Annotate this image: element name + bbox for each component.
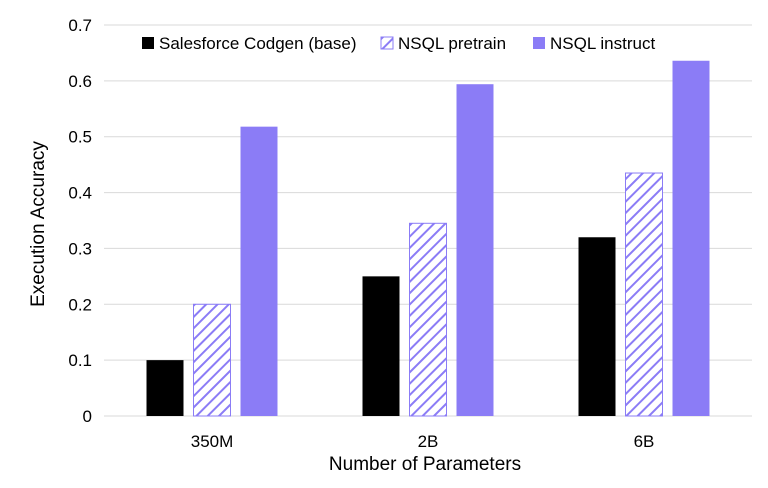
y-tick-label: 0.5 bbox=[68, 128, 92, 147]
y-tick-label: 0.1 bbox=[68, 351, 92, 370]
bar-nsql-pretrain-6b bbox=[625, 172, 663, 417]
y-tick-label: 0.4 bbox=[68, 184, 92, 203]
legend-swatch bbox=[380, 36, 394, 50]
bar-nsql-pretrain-350m bbox=[193, 303, 231, 417]
y-tick-label: 0.3 bbox=[68, 239, 92, 258]
legend-swatch bbox=[533, 37, 545, 49]
bar-nsql-instruct-2b bbox=[456, 84, 494, 417]
x-tick-label: 2B bbox=[418, 432, 439, 451]
y-tick-label: 0.7 bbox=[68, 16, 92, 35]
y-tick-label: 0.6 bbox=[68, 72, 92, 91]
bar-salesforce-codgen-base-2b bbox=[362, 276, 400, 416]
bar-nsql-pretrain-2b bbox=[409, 222, 447, 417]
legend: Salesforce Codgen (base) NSQL pretrain NSQ… bbox=[142, 34, 655, 53]
bar-nsql-instruct-6b bbox=[672, 60, 710, 417]
bar-salesforce-codgen-base-350m bbox=[146, 360, 184, 416]
legend-label: NSQL instruct bbox=[550, 34, 655, 53]
legend-swatch bbox=[142, 37, 154, 49]
y-axis: 0 0.1 0.2 0.3 0.4 0.5 0.6 0.7 bbox=[68, 16, 92, 426]
x-axis-title: Number of Parameters bbox=[329, 454, 521, 475]
y-tick-label: 0.2 bbox=[68, 295, 92, 314]
x-tick-label: 6B bbox=[634, 432, 655, 451]
x-axis: 350M 2B 6B bbox=[191, 432, 655, 451]
bar-salesforce-codgen-base-6b bbox=[578, 237, 616, 416]
y-axis-title: Execution Accuracy bbox=[28, 141, 49, 307]
x-tick-label: 350M bbox=[191, 432, 234, 451]
bar-nsql-instruct-350m bbox=[240, 126, 278, 416]
legend-label: NSQL pretrain bbox=[398, 34, 506, 53]
legend-label: Salesforce Codgen (base) bbox=[159, 34, 357, 53]
bars bbox=[146, 60, 710, 417]
y-tick-label: 0 bbox=[83, 407, 92, 426]
